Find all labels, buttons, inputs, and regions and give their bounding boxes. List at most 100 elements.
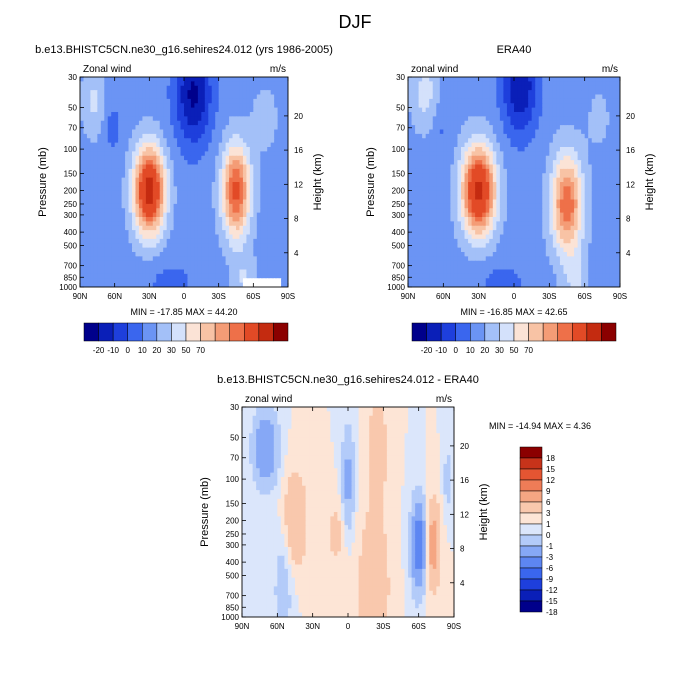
contour-cell	[446, 186, 451, 192]
contour-cell	[591, 203, 596, 209]
contour-cell	[197, 77, 202, 82]
contour-cell	[256, 282, 261, 287]
contour-cell	[239, 120, 244, 126]
contour-cell	[584, 120, 589, 126]
contour-cell	[581, 112, 586, 117]
contour-cell	[138, 116, 143, 122]
contour-cell	[256, 147, 261, 152]
contour-cell	[524, 217, 529, 222]
contour-cell	[485, 98, 490, 104]
contour-cell	[135, 265, 140, 271]
contour-cell	[90, 112, 95, 117]
contour-cell	[567, 94, 572, 100]
contour-cell	[411, 116, 416, 122]
contour-cell	[107, 252, 112, 257]
contour-cell	[443, 155, 448, 161]
contour-cell	[425, 116, 430, 122]
contour-cell	[542, 90, 547, 96]
contour-cell	[274, 243, 279, 249]
contour-cell	[111, 103, 116, 109]
contour-cell	[588, 81, 593, 87]
contour-cell	[514, 125, 519, 131]
contour-cell	[277, 243, 282, 249]
contour-cell	[425, 173, 430, 179]
contour-cell	[517, 168, 522, 174]
contour-cell	[588, 173, 593, 179]
contour-cell	[478, 151, 483, 157]
contour-cell	[100, 186, 105, 192]
contour-cell	[177, 238, 182, 244]
contour-cell	[180, 208, 185, 214]
contour-cell	[149, 252, 154, 257]
contour-cell	[86, 195, 91, 201]
contour-cell	[605, 164, 610, 170]
contour-cell	[411, 94, 416, 100]
contour-cell	[128, 252, 133, 257]
contour-cell	[415, 85, 420, 91]
contour-cell	[570, 151, 575, 157]
contour-cell	[429, 133, 434, 139]
contour-cell	[256, 221, 261, 227]
contour-cell	[503, 138, 508, 144]
contour-cell	[232, 138, 237, 144]
contour-cell	[514, 138, 519, 144]
contour-cell	[256, 238, 261, 244]
contour-cell	[422, 151, 427, 157]
contour-cell	[90, 116, 95, 122]
contour-cell	[277, 103, 282, 109]
contour-cell	[222, 282, 227, 287]
contour-cell	[425, 103, 430, 109]
contour-cell	[270, 151, 275, 157]
contour-cell	[605, 116, 610, 122]
contour-cell	[83, 173, 88, 179]
contour-cell	[263, 208, 268, 214]
contour-cell	[432, 125, 437, 131]
contour-cell	[159, 103, 164, 109]
contour-cell	[204, 273, 209, 279]
contour-cell	[464, 182, 469, 187]
contour-cell	[556, 195, 561, 201]
contour-cell	[411, 90, 416, 96]
contour-cell	[90, 142, 95, 148]
contour-cell	[80, 238, 85, 244]
contour-cell	[197, 81, 202, 87]
contour-cell	[166, 151, 171, 157]
contour-cell	[170, 112, 175, 117]
contour-cell	[163, 103, 168, 109]
contour-cell	[118, 265, 123, 271]
contour-cell	[135, 177, 140, 183]
contour-cell	[142, 234, 147, 240]
contour-cell	[256, 164, 261, 170]
contour-cell	[598, 221, 603, 227]
contour-cell	[125, 182, 130, 187]
contour-cell	[595, 151, 600, 157]
contour-cell	[274, 90, 279, 96]
contour-cell	[422, 125, 427, 131]
contour-cell	[524, 94, 529, 100]
contour-cell	[408, 107, 413, 113]
contour-cell	[222, 129, 227, 135]
contour-cell	[284, 168, 288, 174]
contour-cell	[163, 142, 168, 148]
contour-cell	[190, 138, 195, 144]
contour-cell	[524, 138, 529, 144]
contour-cell	[263, 247, 268, 253]
contour-cell	[263, 282, 268, 287]
contour-cell	[104, 225, 109, 231]
contour-cell	[173, 230, 178, 236]
contour-cell	[166, 265, 171, 271]
contour-cell	[100, 129, 105, 135]
contour-cell	[163, 85, 168, 91]
contour-cell	[135, 107, 140, 113]
contour-cell	[215, 256, 220, 262]
contour-cell	[267, 160, 272, 166]
contour-cell	[107, 160, 112, 166]
contour-cell	[531, 151, 536, 157]
contour-cell	[468, 155, 473, 161]
contour-cell	[478, 138, 483, 144]
contour-cell	[506, 168, 512, 174]
contour-cell	[180, 103, 185, 109]
contour-cell	[97, 116, 102, 122]
contour-cell	[521, 221, 526, 227]
contour-cell	[415, 107, 420, 113]
